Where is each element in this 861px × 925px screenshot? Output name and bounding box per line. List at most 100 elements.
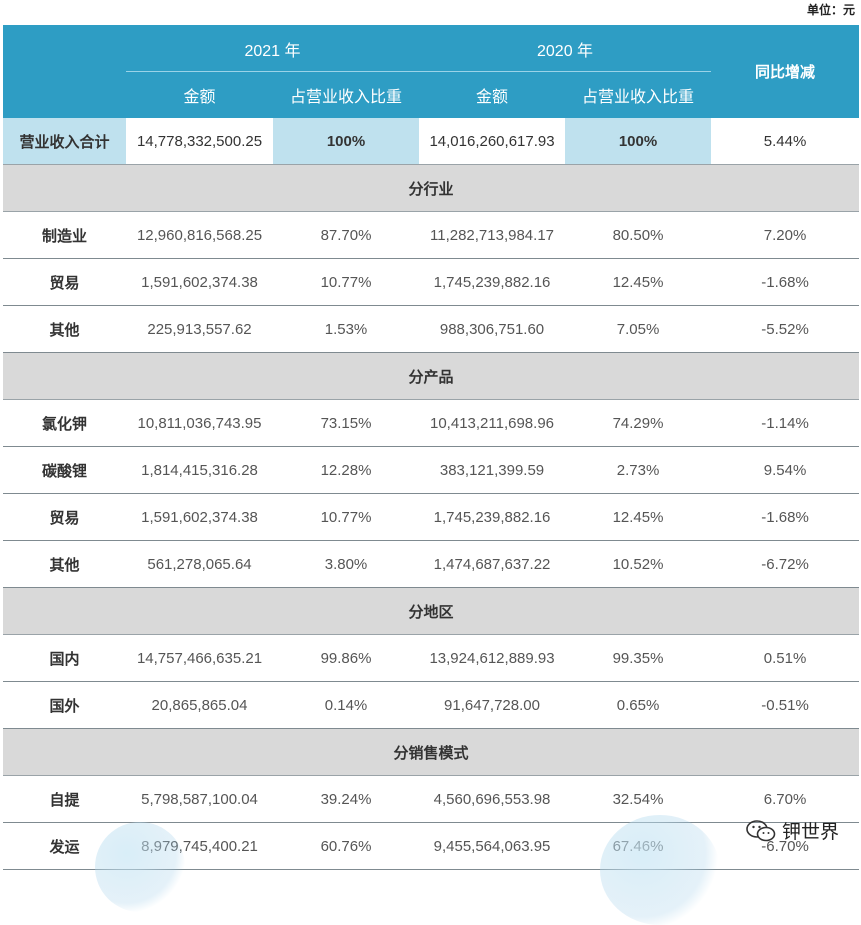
section-row: 分销售模式 xyxy=(3,728,860,776)
cell-amount-2020: 1,745,239,882.16 xyxy=(419,258,566,306)
cell-label: 氯化钾 xyxy=(3,399,126,447)
cell-yoy: -1.14% xyxy=(711,399,860,447)
cell-amount-2021: 561,278,065.64 xyxy=(126,540,273,588)
cell-share-2021: 99.86% xyxy=(273,634,420,682)
revenue-table: 2021 年 2020 年 同比增减 金额 占营业收入比重 金额 占营业收入比重… xyxy=(3,25,860,870)
cell-amount-2020: 383,121,399.59 xyxy=(419,446,566,494)
total-amount-2020: 14,016,260,617.93 xyxy=(419,118,566,165)
header-blank xyxy=(3,25,126,118)
cell-yoy: 7.20% xyxy=(711,211,860,259)
watermark-text: 钾世界 xyxy=(781,822,839,843)
cell-share-2021: 1.53% xyxy=(273,305,420,353)
cell-yoy: -6.70% xyxy=(711,822,860,870)
section-title: 分产品 xyxy=(3,352,860,400)
header-amount-2020: 金额 xyxy=(419,72,566,118)
cell-share-2020: 12.45% xyxy=(565,258,712,306)
cell-share-2021: 73.15% xyxy=(273,399,420,447)
cell-label: 碳酸锂 xyxy=(3,446,126,494)
cell-share-2020: 74.29% xyxy=(565,399,712,447)
cell-share-2020: 2.73% xyxy=(565,446,712,494)
header-share-2021: 占营业收入比重 xyxy=(273,72,420,118)
cell-yoy: -1.68% xyxy=(711,493,860,541)
table-row: 国内 14,757,466,635.21 99.86% 13,924,612,889.… xyxy=(3,634,860,682)
cell-amount-2021: 10,811,036,743.95 xyxy=(126,399,273,447)
section-title: 分销售模式 xyxy=(3,728,860,776)
cell-amount-2020: 988,306,751.60 xyxy=(419,305,566,353)
cell-yoy: -5.52% xyxy=(711,305,860,353)
cell-share-2020: 80.50% xyxy=(565,211,712,259)
cell-amount-2020: 13,924,612,889.93 xyxy=(419,634,566,682)
cell-label: 制造业 xyxy=(3,211,126,259)
cell-share-2021: 10.77% xyxy=(273,493,420,541)
header-share-2020: 占营业收入比重 xyxy=(565,72,712,118)
cell-amount-2020: 4,560,696,553.98 xyxy=(419,775,566,823)
table-row: 其他 225,913,557.62 1.53% 988,306,751.60 7.05%… xyxy=(3,305,860,353)
cell-amount-2021: 12,960,816,568.25 xyxy=(126,211,273,259)
cell-label: 其他 xyxy=(3,305,126,353)
table-row: 氯化钾 10,811,036,743.95 73.15% 10,413,211,698… xyxy=(3,399,860,447)
unit-label: 单位：元 xyxy=(806,3,855,17)
cell-amount-2021: 14,757,466,635.21 xyxy=(126,634,273,682)
cell-amount-2021: 8,979,745,400.21 xyxy=(126,822,273,870)
cell-yoy: 6.70% xyxy=(711,775,860,823)
table-row: 贸易 1,591,602,374.38 10.77% 1,745,239,882.16… xyxy=(3,258,860,306)
table-row: 制造业 12,960,816,568.25 87.70% 11,282,713,984… xyxy=(3,211,860,259)
cell-share-2020: 0.65% xyxy=(565,681,712,729)
cell-share-2021: 0.14% xyxy=(273,681,420,729)
cell-amount-2020: 11,282,713,984.17 xyxy=(419,211,566,259)
table-row: 其他 561,278,065.64 3.80% 1,474,687,637.22 10.… xyxy=(3,540,860,588)
cell-amount-2021: 1,591,602,374.38 xyxy=(126,493,273,541)
cell-share-2020: 10.52% xyxy=(565,540,712,588)
table-row: 自提 5,798,587,100.04 39.24% 4,560,696,553.98… xyxy=(3,775,860,823)
cell-share-2020: 12.45% xyxy=(565,493,712,541)
cell-share-2020: 7.05% xyxy=(565,305,712,353)
cell-label: 贸易 xyxy=(3,493,126,541)
cell-amount-2021: 225,913,557.62 xyxy=(126,305,273,353)
section-title: 分行业 xyxy=(3,164,860,212)
table-row: 发运 8,979,745,400.21 60.76% 9,455,564,063.95… xyxy=(3,822,860,870)
cell-amount-2021: 1,591,602,374.38 xyxy=(126,258,273,306)
cell-label: 国内 xyxy=(3,634,126,682)
header-yoy: 同比增减 xyxy=(711,25,860,118)
cell-amount-2020: 1,745,239,882.16 xyxy=(419,493,566,541)
total-label: 营业收入合计 xyxy=(3,118,126,165)
cell-share-2020: 32.54% xyxy=(565,775,712,823)
cell-yoy: -6.72% xyxy=(711,540,860,588)
table-row: 国外 20,865,865.04 0.14% 91,647,728.00 0.65% -0… xyxy=(3,681,860,729)
cell-amount-2021: 20,865,865.04 xyxy=(126,681,273,729)
table-row: 碳酸锂 1,814,415,316.28 12.28% 383,121,399.59 2… xyxy=(3,446,860,494)
cell-amount-2021: 1,814,415,316.28 xyxy=(126,446,273,494)
header-amount-2021: 金额 xyxy=(126,72,273,118)
total-yoy: 5.44% xyxy=(711,118,860,165)
cell-label: 贸易 xyxy=(3,258,126,306)
total-share-2020: 100% xyxy=(565,118,712,165)
cell-yoy: -1.68% xyxy=(711,258,860,306)
cell-label: 其他 xyxy=(3,540,126,588)
section-row: 分产品 xyxy=(3,352,860,400)
cell-label: 自提 xyxy=(3,775,126,823)
header-year-2021: 2021 年 xyxy=(126,25,420,72)
total-share-2021: 100% xyxy=(273,118,420,165)
cell-share-2021: 60.76% xyxy=(273,822,420,870)
table-row: 贸易 1,591,602,374.38 10.77% 1,745,239,882.16… xyxy=(3,493,860,541)
cell-label: 发运 xyxy=(3,822,126,870)
cell-share-2021: 10.77% xyxy=(273,258,420,306)
cell-share-2021: 87.70% xyxy=(273,211,420,259)
section-title: 分地区 xyxy=(3,587,860,635)
cell-share-2021: 12.28% xyxy=(273,446,420,494)
total-amount-2021: 14,778,332,500.25 xyxy=(126,118,273,165)
header-year-2020: 2020 年 xyxy=(419,25,712,72)
cell-amount-2020: 10,413,211,698.96 xyxy=(419,399,566,447)
watermark: 钾世界 xyxy=(746,817,839,844)
cell-amount-2020: 91,647,728.00 xyxy=(419,681,566,729)
cell-share-2021: 3.80% xyxy=(273,540,420,588)
cell-yoy: 0.51% xyxy=(711,634,860,682)
wechat-icon xyxy=(746,819,776,841)
cell-share-2021: 39.24% xyxy=(273,775,420,823)
cell-amount-2021: 5,798,587,100.04 xyxy=(126,775,273,823)
cell-label: 国外 xyxy=(3,681,126,729)
cell-amount-2020: 9,455,564,063.95 xyxy=(419,822,566,870)
cell-yoy: 9.54% xyxy=(711,446,860,494)
section-row: 分行业 xyxy=(3,164,860,212)
cell-share-2020: 67.46% xyxy=(565,822,712,870)
